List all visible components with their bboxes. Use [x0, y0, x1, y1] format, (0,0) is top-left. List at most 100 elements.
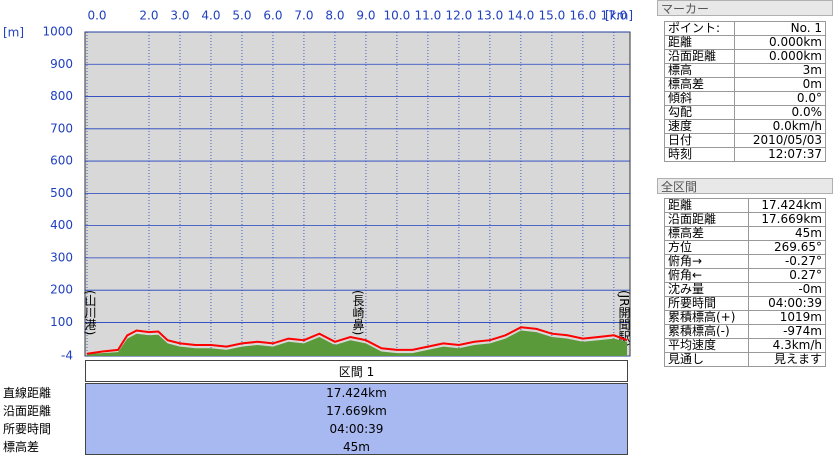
- section-value: 17.424km: [326, 386, 387, 400]
- plot-area: [84, 31, 631, 357]
- y-tick-label: 500: [50, 186, 73, 200]
- cell-value: 0.27°: [748, 268, 826, 283]
- x-tick-label: 5.0: [232, 9, 251, 23]
- table-row: 沿面距離 0.000km: [663, 49, 826, 64]
- table-row: ポイント: No. 1: [663, 21, 826, 36]
- cell-label: 標高差: [663, 77, 736, 92]
- cell-value: 04:00:39: [748, 296, 826, 311]
- section-value: 45m: [343, 440, 370, 454]
- y-tick-label: 1000: [42, 25, 73, 39]
- cell-label: 標高: [663, 63, 736, 78]
- cell-label: 俯角→: [663, 254, 750, 269]
- cell-label: 沿面距離: [663, 212, 750, 227]
- place-label: (長崎鼻): [351, 290, 365, 335]
- cell-value: No. 1: [734, 21, 826, 36]
- x-tick-label: 2.0: [139, 9, 158, 23]
- cell-value: 2010/05/03: [734, 133, 826, 148]
- table-row: 傾斜 0.0°: [663, 91, 826, 106]
- x-tick-label: 14.0: [508, 9, 535, 23]
- cell-label: 所要時間: [663, 296, 750, 311]
- y-tick-label: 100: [50, 315, 73, 329]
- y-tick-label: 700: [50, 121, 73, 135]
- cell-value: -0m: [748, 282, 826, 297]
- y-tick-label: 800: [50, 89, 73, 103]
- chart: [m] [km] 1000 900 800 700 600 500 400 300 200 100 -4…: [3, 9, 633, 363]
- section-title: 区間 1: [85, 360, 628, 382]
- table-row: 累積標高(+) 1019m: [663, 310, 826, 325]
- cell-value: 見えます: [748, 352, 826, 367]
- table-row: 標高差 45m: [663, 226, 826, 241]
- x-tick-label: 8.0: [325, 9, 344, 23]
- cell-label: 累積標高(-): [663, 324, 750, 339]
- x-tick-label: 10.0: [384, 9, 411, 23]
- cell-label: 勾配: [663, 105, 736, 120]
- x-tick-label: 7.0: [294, 9, 313, 23]
- y-tick-label: -4: [61, 349, 73, 363]
- cell-label: ポイント:: [663, 21, 736, 36]
- cell-label: 時刻: [663, 147, 736, 162]
- total-header: 全区間: [657, 178, 833, 194]
- x-unit: [km]: [605, 9, 633, 23]
- table-row: 勾配 0.0%: [663, 105, 826, 120]
- cell-label: 沈み量: [663, 282, 750, 297]
- cell-value: 0m: [734, 77, 826, 92]
- y-tick-label: 400: [50, 218, 73, 232]
- y-unit: [m]: [3, 26, 24, 40]
- cell-value: 0.000km: [734, 49, 826, 64]
- table-row: 平均速度 4.3km/h: [663, 338, 826, 353]
- section-value: 04:00:39: [329, 422, 384, 436]
- section-label: 所要時間: [3, 422, 52, 436]
- cell-value: 4.3km/h: [748, 338, 826, 353]
- cell-label: 沿面距離: [663, 49, 736, 64]
- table-row: 方位 269.65°: [663, 240, 826, 255]
- section-label: 直線距離: [3, 386, 52, 400]
- table-row: 累積標高(-) -974m: [663, 324, 826, 339]
- marker-table: ポイント: No. 1 距離 0.000km 沿面距離 0.000km 標高 3m 標高差 0m 傾…: [663, 21, 826, 162]
- y-tick-label: 900: [50, 57, 73, 71]
- cell-label: 方位: [663, 240, 750, 255]
- cell-label: 俯角←: [663, 268, 750, 283]
- cell-value: 0.0°: [734, 91, 826, 106]
- x-tick-label: 12.0: [446, 9, 473, 23]
- cell-value: 3m: [734, 63, 826, 78]
- x-tick-label: 0.0: [87, 9, 106, 23]
- cell-value: 45m: [748, 226, 826, 241]
- cell-value: 0.000km: [734, 35, 826, 50]
- cell-label: 距離: [663, 198, 750, 213]
- place-label: (JR開聞駅): [617, 290, 631, 347]
- cell-value: 17.424km: [748, 198, 826, 213]
- table-row: 俯角→ -0.27°: [663, 254, 826, 269]
- cell-label: 見通し: [663, 352, 750, 367]
- cell-label: 速度: [663, 119, 736, 134]
- section-table: 17.424km 17.669km 04:00:39 45m: [85, 383, 628, 455]
- table-row: 標高 3m: [663, 63, 826, 78]
- table-row: 日付 2010/05/03: [663, 133, 826, 148]
- section-label: 沿面距離: [3, 404, 52, 418]
- cell-label: 標高差: [663, 226, 750, 241]
- table-row: 速度 0.0km/h: [663, 119, 826, 134]
- x-tick-label: 9.0: [356, 9, 375, 23]
- section-label: 標高差: [3, 440, 40, 454]
- cell-value: -0.27°: [748, 254, 826, 269]
- cell-value: -974m: [748, 324, 826, 339]
- elevation-line: [86, 326, 628, 355]
- y-tick-label: 600: [50, 154, 73, 168]
- x-tick-label: 11.0: [415, 9, 442, 23]
- cell-value: 17.669km: [748, 212, 826, 227]
- x-tick-label: 4.0: [201, 9, 220, 23]
- terrain-area: [87, 330, 627, 356]
- x-tick-label: 13.0: [477, 9, 504, 23]
- cell-label: 傾斜: [663, 91, 736, 106]
- x-tick-label: 15.0: [539, 9, 566, 23]
- cell-label: 平均速度: [663, 338, 750, 353]
- place-label: (山川港): [83, 290, 97, 335]
- y-tick-label: 200: [50, 283, 73, 297]
- table-row: 標高差 0m: [663, 77, 826, 92]
- x-tick-label: 6.0: [263, 9, 282, 23]
- cell-value: 0.0km/h: [734, 119, 826, 134]
- table-row: 見通し 見えます: [663, 352, 826, 367]
- cell-value: 269.65°: [748, 240, 826, 255]
- table-row: 所要時間 04:00:39: [663, 296, 826, 311]
- marker-header: マーカー: [657, 0, 833, 16]
